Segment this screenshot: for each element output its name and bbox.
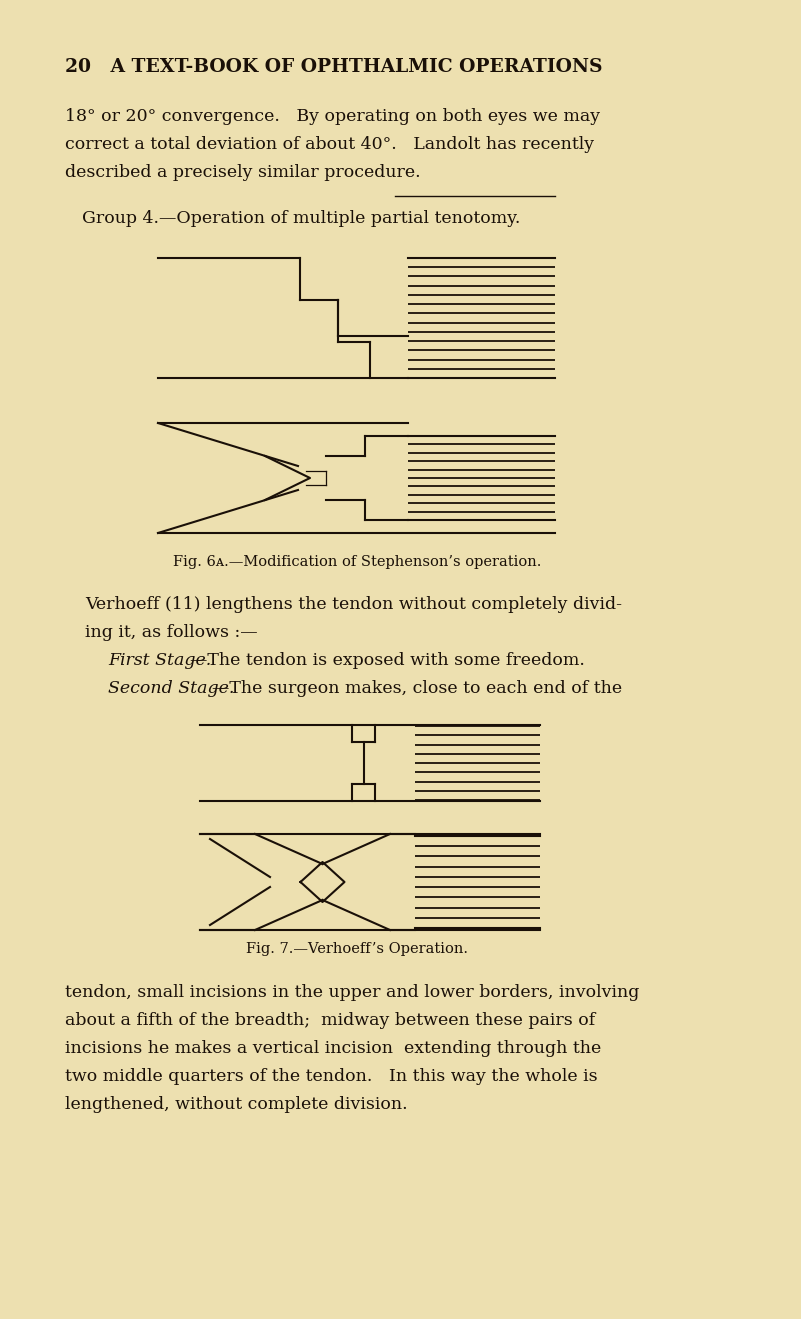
Text: Second Stage.: Second Stage.	[108, 681, 235, 696]
Text: correct a total deviation of about 40°.   Landolt has recently: correct a total deviation of about 40°. …	[65, 136, 594, 153]
Text: lengthened, without complete division.: lengthened, without complete division.	[65, 1096, 408, 1113]
Text: about a fifth of the breadth;  midway between these pairs of: about a fifth of the breadth; midway bet…	[65, 1012, 595, 1029]
Text: Fig. 6ᴀ.—Modification of Stephenson’s operation.: Fig. 6ᴀ.—Modification of Stephenson’s op…	[173, 555, 541, 568]
Text: Group 4.—Operation of multiple partial tenotomy.: Group 4.—Operation of multiple partial t…	[82, 210, 521, 227]
Text: two middle quarters of the tendon.   In this way the whole is: two middle quarters of the tendon. In th…	[65, 1068, 598, 1086]
Text: —The surgeon makes, close to each end of the: —The surgeon makes, close to each end of…	[212, 681, 622, 696]
Text: Verhoeff (11) lengthens the tendon without completely divid-: Verhoeff (11) lengthens the tendon witho…	[85, 596, 622, 613]
Text: 20   A TEXT-BOOK OF OPHTHALMIC OPERATIONS: 20 A TEXT-BOOK OF OPHTHALMIC OPERATIONS	[65, 58, 602, 77]
Text: First Stage.: First Stage.	[108, 652, 211, 669]
Text: Fig. 7.—Verhoeff’s Operation.: Fig. 7.—Verhoeff’s Operation.	[246, 942, 468, 956]
Text: ing it, as follows :—: ing it, as follows :—	[85, 624, 258, 641]
Text: described a precisely similar procedure.: described a precisely similar procedure.	[65, 164, 421, 181]
Text: —The tendon is exposed with some freedom.: —The tendon is exposed with some freedom…	[190, 652, 585, 669]
Text: 18° or 20° convergence.   By operating on both eyes we may: 18° or 20° convergence. By operating on …	[65, 108, 600, 125]
Text: incisions he makes a vertical incision  extending through the: incisions he makes a vertical incision e…	[65, 1039, 602, 1057]
Text: tendon, small incisions in the upper and lower borders, involving: tendon, small incisions in the upper and…	[65, 984, 639, 1001]
